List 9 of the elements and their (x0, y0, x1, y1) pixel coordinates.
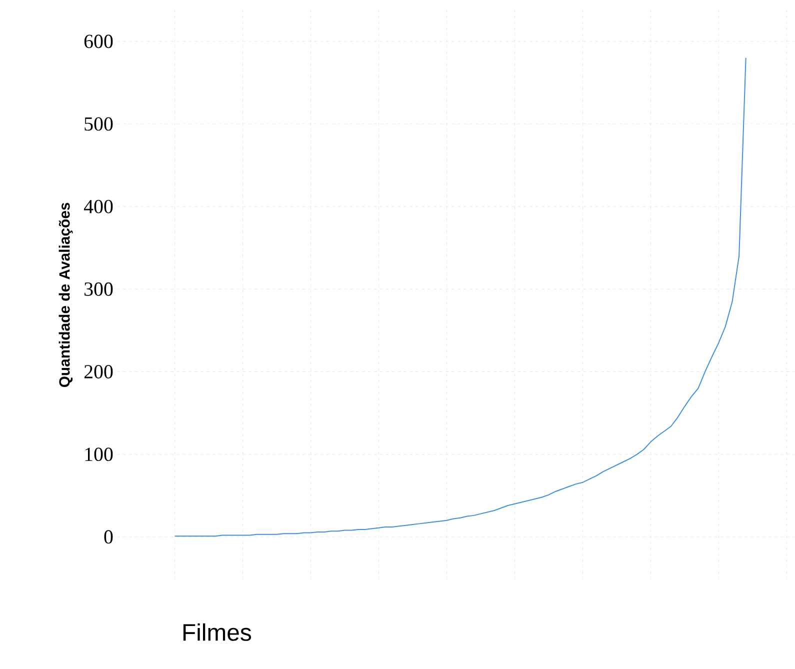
y-tick-label: 100 (85, 448, 113, 462)
y-tick-label: 200 (84, 365, 113, 379)
x-axis-title: Filmes (183, 623, 252, 641)
y-tick-label: 400 (84, 200, 113, 214)
y-tick-label: 0 (104, 530, 113, 544)
y-tick-label: 600 (84, 34, 113, 48)
y-tick-label: 300 (84, 282, 113, 296)
y-axis-title: Quantidade de Avaliações (58, 202, 73, 388)
y-tick-label: 500 (84, 117, 113, 131)
